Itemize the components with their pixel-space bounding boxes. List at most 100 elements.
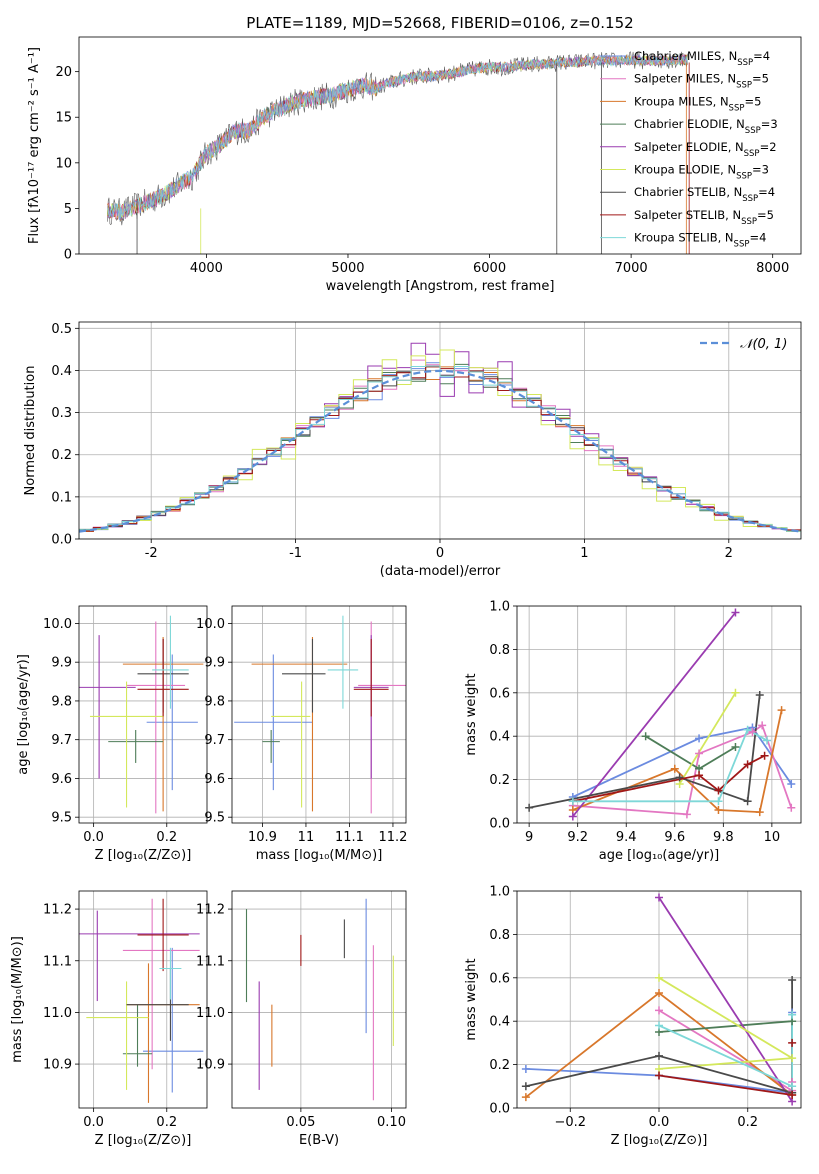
age-weight-marker	[787, 779, 796, 788]
z-weight-marker	[788, 1090, 797, 1099]
mass-age-ytick-label: 9.6	[204, 772, 225, 787]
mass-age-ytick-label: 9.5	[204, 811, 225, 826]
spectrum-xtick-label: 4000	[190, 261, 223, 276]
z-weight-marker	[521, 1082, 530, 1091]
residuals-xtick-label: 1	[580, 546, 588, 561]
z-mass-ytick-label: 10.9	[43, 1058, 72, 1073]
z-mass-ytick-label: 11.1	[43, 954, 72, 969]
z-age-ytick-label: 9.6	[51, 772, 72, 787]
spectrum-panel: 4000 5000 6000 7000 8000 0 5 10 15 20 wavelength […	[27, 36, 802, 294]
ebv-mass-panel: 0.05 0.10 10.9 11.0 11.1 11.2 E(B-V)	[196, 890, 407, 1148]
z-age-ytick-label: 9.8	[51, 694, 72, 709]
mass-age-ytick-label: 10.0	[196, 617, 225, 632]
z-age-xtick-label: 0.2	[156, 830, 177, 845]
mass-age-ytick-label: 9.7	[204, 733, 225, 748]
z-weight-marker	[655, 988, 663, 997]
spectrum-plot	[107, 51, 690, 254]
spectrum-legend-label: Chabrier STELIB, NSSP=4	[634, 185, 775, 204]
residuals-xtick-label: 0	[436, 546, 444, 561]
residuals-ytick-label: 0.5	[51, 322, 72, 337]
z-weight-series-3	[658, 1020, 793, 1033]
mass-age-xtick-label: 11.1	[335, 830, 364, 845]
mass-age-ytick-label: 9.9	[204, 656, 225, 671]
residuals-ylabel: Normed distribution	[23, 366, 38, 496]
z-age-xlabel: Z [log₁₀(Z/Z⊙)]	[95, 848, 192, 863]
z-weight-marker	[655, 1021, 663, 1030]
age-weight-xtick-label: 9.4	[616, 830, 637, 845]
age-weight-xtick-label: 9.8	[713, 830, 734, 845]
spectrum-ytick-label: 15	[55, 111, 72, 126]
z-weight-marker	[788, 1082, 797, 1091]
age-weight-series-4	[572, 611, 737, 818]
z-weight-series-4	[658, 897, 793, 1102]
mass-age-xtick-label: 11.2	[378, 830, 407, 845]
age-weight-xtick-label: 9.6	[664, 830, 685, 845]
spectrum-legend-label: Kroupa MILES, NSSP=5	[634, 94, 761, 113]
age-weight-ytick-label: 0.4	[489, 730, 510, 745]
spectrum-series-8	[107, 54, 688, 221]
z-weight-ytick-label: 0.8	[489, 928, 510, 943]
spectrum-xtick-label: 7000	[615, 261, 648, 276]
residuals-ytick-label: 0.4	[51, 364, 72, 379]
spectrum-ytick-label: 0	[64, 248, 72, 263]
residuals-xlabel: (data-model)/error	[380, 564, 501, 579]
z-mass-frame	[78, 890, 208, 1109]
z-weight-ylabel: mass weight	[464, 958, 479, 1040]
residuals-frame	[78, 321, 802, 540]
mass-age-plot	[232, 606, 406, 823]
spectrum-legend-label: Kroupa STELIB, NSSP=4	[634, 231, 766, 250]
z-weight-marker	[655, 1051, 663, 1060]
age-weight-ytick-label: 0.2	[489, 773, 510, 788]
residuals-xtick-label: -2	[145, 546, 158, 561]
ebv-mass-ytick-label: 11.1	[196, 954, 225, 969]
ebv-mass-ytick-label: 11.0	[196, 1006, 225, 1021]
spectrum-legend-label: Chabrier MILES, NSSP=4	[634, 49, 770, 68]
z-weight-ytick-label: 0.0	[489, 1102, 510, 1117]
z-weight-marker	[788, 1054, 797, 1063]
age-weight-marker	[695, 771, 704, 780]
age-weight-marker	[743, 797, 752, 806]
mass-age-frame	[231, 605, 407, 824]
age-weight-marker	[760, 751, 769, 760]
age-weight-marker	[568, 797, 577, 806]
z-age-plot	[79, 606, 207, 823]
age-weight-marker	[641, 732, 650, 741]
z-weight-marker	[521, 1093, 530, 1102]
age-weight-xtick-label: 9.2	[567, 830, 588, 845]
spectrum-legend-label: Salpeter ELODIE, NSSP=2	[634, 140, 777, 159]
z-weight-panel: −0.2 0.0 0.2 0.0 0.2 0.4 0.6 0.8 1.0 Z [log₁₀(Z/Z…	[464, 885, 802, 1148]
mass-age-xlabel: mass [log₁₀(M/M⊙)]	[256, 848, 383, 863]
spectrum-xtick-label: 5000	[331, 261, 364, 276]
age-weight-xlabel: age [log₁₀(age/yr)]	[599, 848, 720, 863]
age-weight-plot	[517, 606, 801, 823]
age-weight-series-5	[678, 692, 737, 785]
mass-age-xtick-label: 11	[298, 830, 315, 845]
spectrum-xtick-label: 6000	[473, 261, 506, 276]
age-weight-series-7	[572, 754, 766, 803]
z-weight-marker	[788, 1038, 797, 1047]
z-age-ytick-label: 9.7	[51, 733, 72, 748]
z-age-ylabel: age [log₁₀(age/yr)]	[16, 654, 31, 775]
residuals-xtick-label: -1	[289, 546, 302, 561]
age-weight-series-2	[572, 710, 783, 814]
z-mass-xlabel: Z [log₁₀(Z/Z⊙)]	[95, 1133, 192, 1148]
z-weight-xtick-label: 0.2	[737, 1115, 758, 1130]
residuals-normal-curve	[79, 369, 801, 533]
age-weight-marker	[695, 749, 704, 758]
spectrum-legend-label: Kroupa ELODIE, NSSP=3	[634, 163, 769, 182]
z-mass-panel: 0.0 0.2 10.9 11.0 11.1 11.2 Z [log₁₀(Z/Z⊙)] mas…	[10, 890, 208, 1148]
age-weight-ytick-label: 0.6	[489, 686, 510, 701]
z-mass-xtick-label: 0.0	[83, 1115, 104, 1130]
age-weight-ylabel: mass weight	[464, 673, 479, 755]
age-weight-marker	[675, 773, 684, 782]
residuals-ytick-label: 0.0	[51, 533, 72, 548]
spectrum-xlabel: wavelength [Angstrom, rest frame]	[326, 279, 555, 294]
z-age-xtick-label: 0.0	[83, 830, 104, 845]
residuals-legend-label: 𝒩(0, 1)	[740, 337, 787, 352]
spectrum-ytick-label: 20	[55, 65, 72, 80]
spectrum-ytick-label: 5	[64, 202, 72, 217]
ebv-mass-xtick-label: 0.05	[286, 1115, 315, 1130]
z-weight-marker	[788, 1010, 797, 1019]
z-weight-xlabel: Z [log₁₀(Z/Z⊙)]	[611, 1133, 708, 1148]
